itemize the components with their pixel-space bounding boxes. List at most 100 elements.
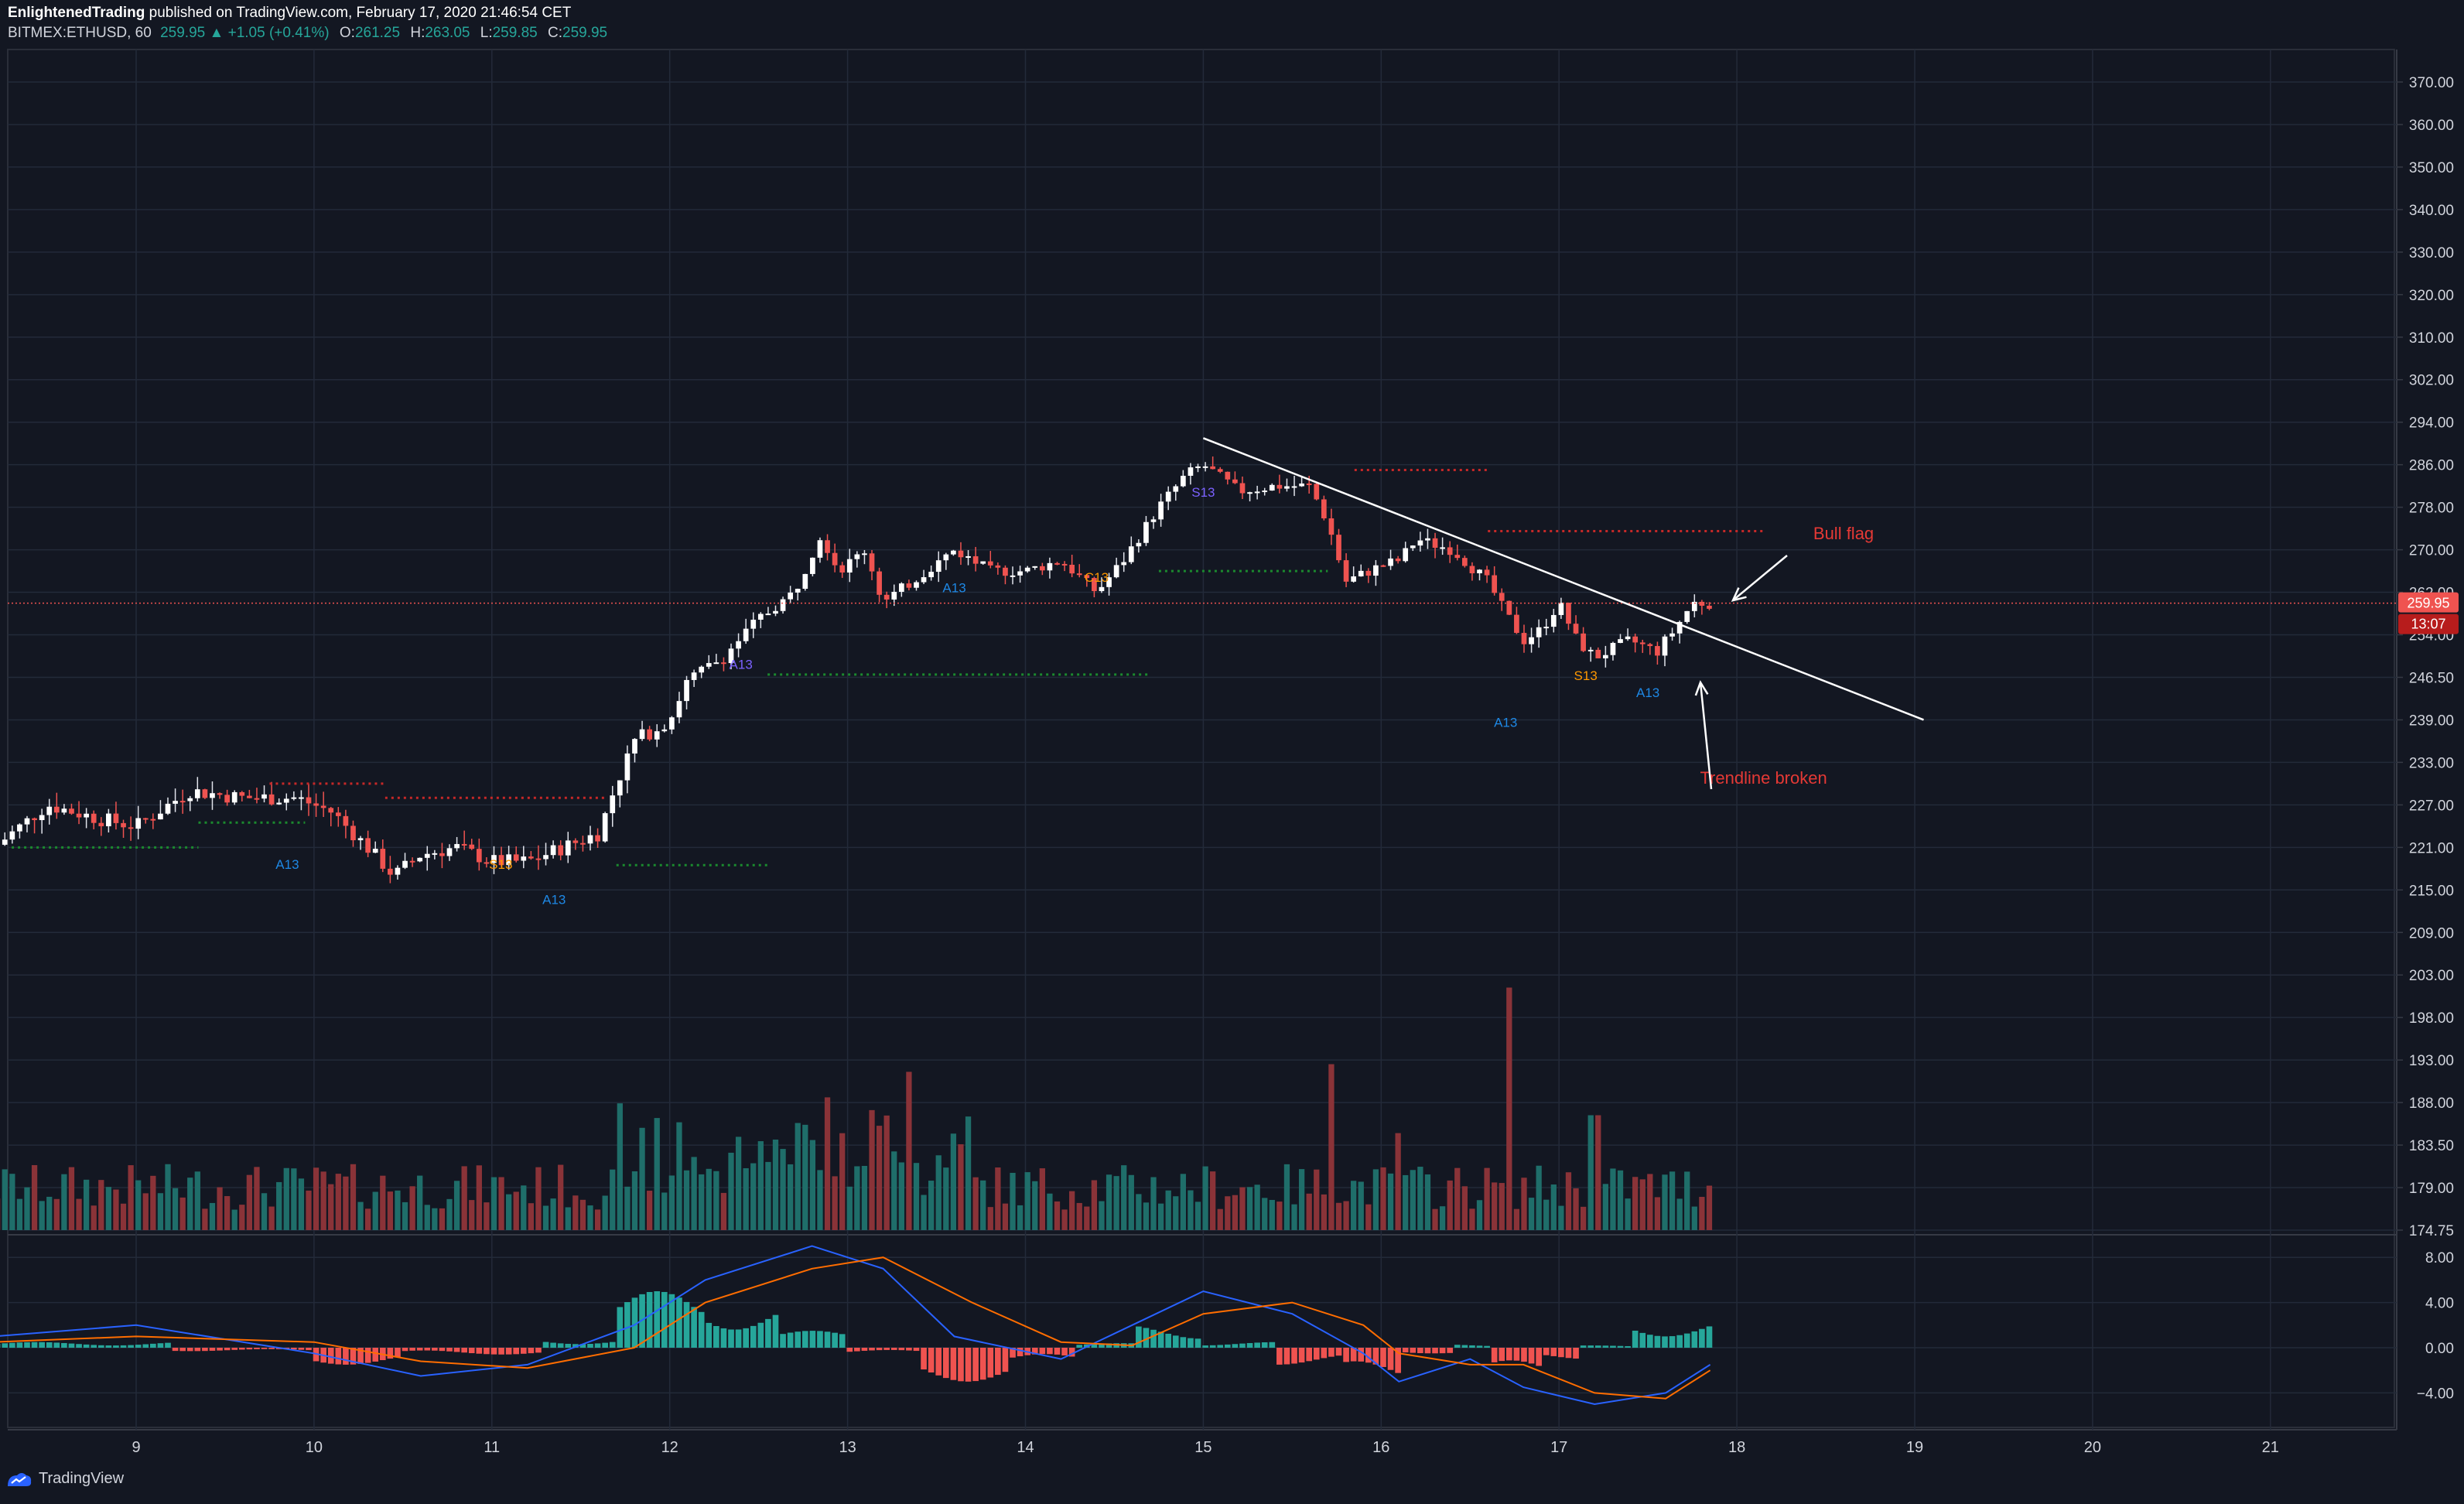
candle-down xyxy=(535,858,542,860)
macd-histogram-bar xyxy=(1499,1348,1505,1362)
volume-bar xyxy=(735,1137,742,1230)
macd-histogram-bar xyxy=(387,1348,394,1359)
candle-down xyxy=(1655,646,1660,656)
candle-down xyxy=(1092,578,1097,592)
macd-histogram-bar xyxy=(372,1348,379,1362)
macd-histogram-bar xyxy=(1550,1348,1557,1356)
volume-bar xyxy=(276,1181,282,1230)
candle-down xyxy=(217,793,223,795)
macd-histogram-bar xyxy=(565,1343,572,1348)
candle-up xyxy=(980,561,986,564)
up-arrow-icon: ▲ xyxy=(209,25,224,41)
candle-up xyxy=(1425,538,1430,541)
volume-bar xyxy=(713,1171,719,1230)
macd-tick-label: −4.00 xyxy=(2417,1386,2454,1402)
volume-bar xyxy=(1617,1170,1624,1230)
volume-bar xyxy=(402,1201,408,1230)
candle-up xyxy=(1440,547,1445,549)
candle-down xyxy=(839,565,846,573)
macd-tick-label: 8.00 xyxy=(2425,1250,2454,1266)
candle-up xyxy=(1417,540,1423,546)
volume-bar xyxy=(1492,1182,1498,1230)
macd-histogram-bar xyxy=(142,1344,149,1348)
macd-histogram-bar xyxy=(1068,1348,1075,1357)
macd-histogram-bar xyxy=(520,1348,527,1354)
volume-bar xyxy=(1403,1174,1409,1230)
macd-histogram-bar xyxy=(654,1291,661,1348)
candle-down xyxy=(1321,499,1327,519)
candle-down xyxy=(239,791,245,796)
macd-histogram-bar xyxy=(113,1345,119,1348)
macd-histogram-bar xyxy=(364,1348,371,1363)
candle-up xyxy=(750,619,757,629)
candle-down xyxy=(306,797,312,804)
macd-histogram-bar xyxy=(97,1345,104,1348)
volume-bar xyxy=(380,1175,386,1230)
volume-bar xyxy=(809,1140,816,1230)
candle-down xyxy=(987,561,993,566)
macd-histogram-bar xyxy=(683,1301,690,1348)
candle-up xyxy=(550,845,556,856)
macd-histogram-bar xyxy=(402,1348,408,1352)
volume-bar xyxy=(1054,1201,1061,1230)
volume-bar xyxy=(1565,1172,1572,1230)
volume-bar xyxy=(1506,987,1512,1230)
volume-bar xyxy=(9,1174,15,1230)
candle-up xyxy=(187,798,193,802)
low-value: 259.85 xyxy=(492,25,538,41)
candle-down xyxy=(268,794,275,805)
candle-up xyxy=(780,599,786,611)
macd-histogram-bar xyxy=(1239,1343,1246,1348)
candle-up xyxy=(454,843,460,849)
volume-bar xyxy=(1380,1167,1386,1230)
volume-bar xyxy=(128,1165,134,1230)
candle-up xyxy=(846,559,853,573)
candle-up xyxy=(1032,566,1038,568)
candle-down xyxy=(98,822,104,826)
author-name[interactable]: EnlightenedTrading xyxy=(8,5,145,21)
td-label: A13 xyxy=(730,657,753,672)
macd-histogram-bar xyxy=(91,1345,97,1348)
candle-up xyxy=(617,780,623,796)
macd-histogram-bar xyxy=(1313,1348,1320,1360)
candle-up xyxy=(424,853,430,858)
macd-histogram-bar xyxy=(194,1348,201,1352)
volume-bar xyxy=(313,1167,320,1230)
candle-up xyxy=(1180,475,1186,487)
macd-histogram-bar xyxy=(1662,1336,1668,1348)
y-tick-label: 270.00 xyxy=(2409,543,2454,559)
macd-histogram-bar xyxy=(268,1348,275,1349)
volume-bar xyxy=(142,1193,149,1230)
macd-histogram-bar xyxy=(1188,1338,1194,1348)
candle-up xyxy=(587,835,593,844)
candle-up xyxy=(661,729,668,732)
macd-histogram-bar xyxy=(179,1348,186,1352)
candle-up xyxy=(357,838,364,841)
volume-bar xyxy=(320,1171,326,1230)
candle-down xyxy=(1639,642,1646,644)
candle-up xyxy=(1113,565,1119,578)
candle-up xyxy=(231,791,238,803)
candle-down xyxy=(958,550,964,558)
candle-up xyxy=(1358,570,1364,577)
macd-histogram-bar xyxy=(795,1331,801,1348)
macd-histogram-bar xyxy=(557,1343,564,1348)
y-tick-label: 193.00 xyxy=(2409,1053,2454,1069)
volume-bar xyxy=(1113,1176,1119,1230)
macd-histogram-bar xyxy=(587,1343,593,1348)
footer-brand: TradingView xyxy=(6,1470,124,1488)
volume-bar xyxy=(179,1197,186,1230)
volume-bar xyxy=(1484,1167,1490,1230)
macd-histogram-bar xyxy=(987,1348,994,1378)
x-tick-label: 13 xyxy=(839,1439,856,1456)
volume-bar xyxy=(720,1192,727,1230)
y-tick-label: 320.00 xyxy=(2409,288,2454,304)
macd-histogram-bar xyxy=(1224,1344,1231,1348)
candle-down xyxy=(1707,605,1712,609)
volume-bar xyxy=(1254,1184,1260,1230)
macd-histogram-bar xyxy=(898,1348,905,1351)
trendline-broken-arrow xyxy=(1694,680,1713,790)
macd-histogram-bar xyxy=(698,1311,705,1348)
macd-histogram-bar xyxy=(728,1329,734,1348)
